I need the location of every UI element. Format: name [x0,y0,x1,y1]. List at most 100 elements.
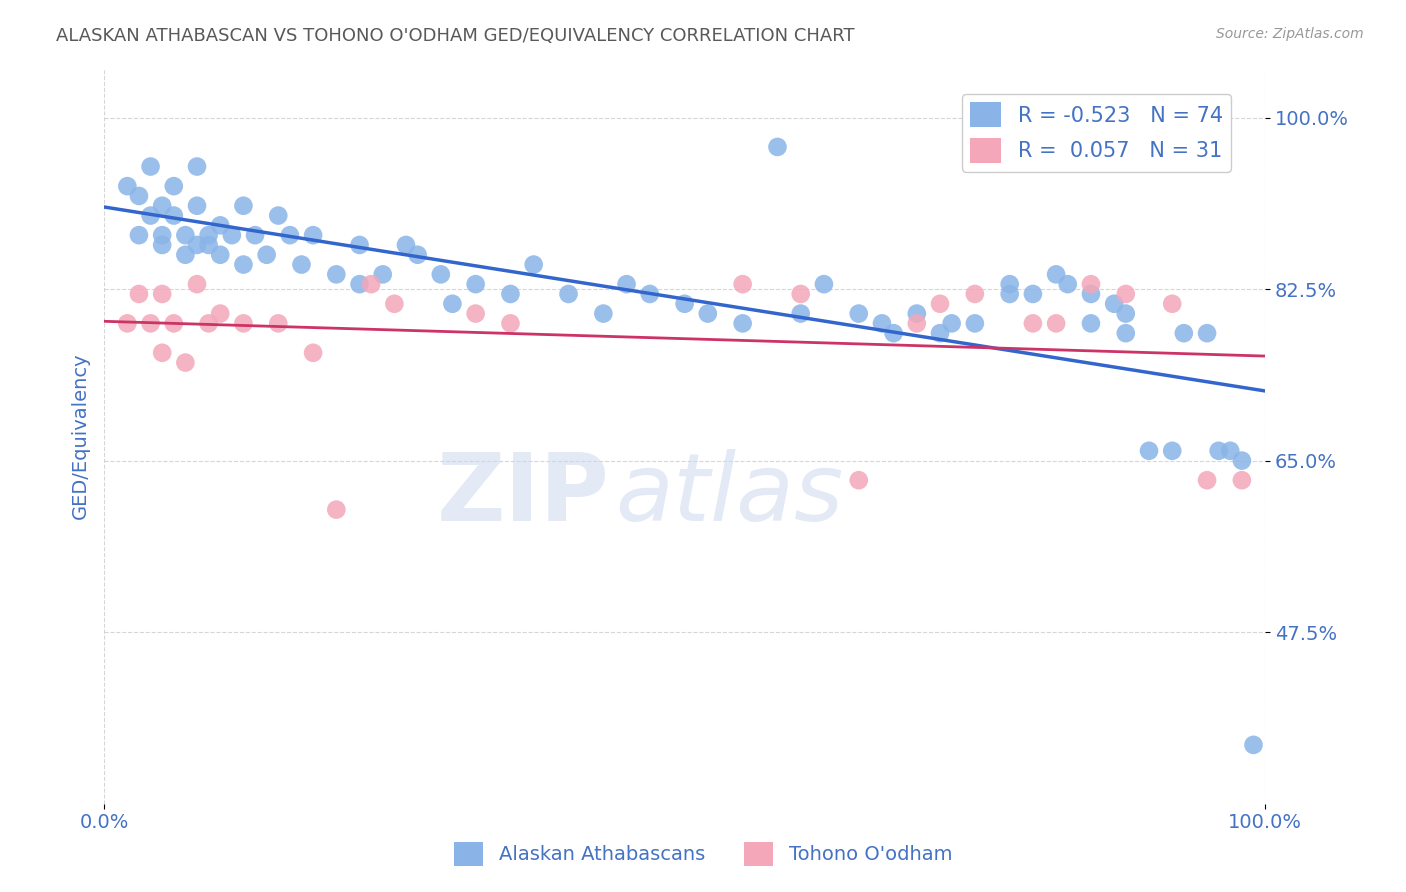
Point [1219,443,1241,458]
Point [616,277,638,292]
Point [905,307,928,321]
Point [360,277,382,292]
Point [673,297,696,311]
Point [789,287,811,301]
Point [128,287,150,301]
Point [929,297,952,311]
Point [1045,317,1067,331]
Point [929,326,952,341]
Point [1045,268,1067,282]
Point [406,248,429,262]
Point [302,345,325,359]
Legend: R = -0.523   N = 74, R =  0.057   N = 31: R = -0.523 N = 74, R = 0.057 N = 31 [962,94,1232,171]
Point [1115,307,1137,321]
Point [349,238,371,252]
Point [349,277,371,292]
Point [150,238,173,252]
Point [1161,297,1184,311]
Point [139,160,162,174]
Point [1195,473,1218,487]
Point [464,277,486,292]
Point [150,287,173,301]
Point [1022,317,1045,331]
Point [963,287,986,301]
Point [163,317,186,331]
Point [1102,297,1125,311]
Text: ZIP: ZIP [436,449,609,541]
Point [789,307,811,321]
Point [766,140,789,154]
Point [395,238,418,252]
Point [117,179,139,194]
Point [1056,277,1078,292]
Point [731,277,754,292]
Point [638,287,661,301]
Point [186,277,208,292]
Point [186,160,208,174]
Point [302,228,325,243]
Point [150,228,173,243]
Point [441,297,464,311]
Point [870,317,893,331]
Point [243,228,266,243]
Point [382,297,405,311]
Point [1080,287,1102,301]
Text: Source: ZipAtlas.com: Source: ZipAtlas.com [1216,27,1364,41]
Point [197,317,219,331]
Point [1080,277,1102,292]
Point [731,317,754,331]
Point [1161,443,1184,458]
Point [371,268,394,282]
Point [848,307,870,321]
Point [523,258,546,272]
Point [941,317,963,331]
Point [197,238,219,252]
Point [1022,287,1045,301]
Point [998,277,1021,292]
Point [592,307,614,321]
Point [325,502,347,516]
Point [1195,326,1218,341]
Point [325,268,347,282]
Point [209,219,232,233]
Point [209,307,232,321]
Point [499,287,522,301]
Point [1137,443,1160,458]
Point [163,209,186,223]
Point [998,287,1021,301]
Point [163,179,186,194]
Point [1230,453,1253,467]
Point [174,248,197,262]
Point [128,189,150,203]
Point [1115,326,1137,341]
Point [256,248,278,262]
Point [186,199,208,213]
Point [232,317,254,331]
Point [174,355,197,369]
Text: atlas: atlas [614,450,844,541]
Point [117,317,139,331]
Point [557,287,579,301]
Point [696,307,718,321]
Point [883,326,905,341]
Point [267,209,290,223]
Point [150,199,173,213]
Y-axis label: GED/Equivalency: GED/Equivalency [72,353,90,519]
Point [232,199,254,213]
Point [209,248,232,262]
Point [430,268,453,282]
Point [290,258,312,272]
Point [1208,443,1230,458]
Point [1115,287,1137,301]
Point [139,209,162,223]
Point [174,228,197,243]
Point [128,228,150,243]
Point [813,277,835,292]
Point [1243,738,1265,752]
Point [278,228,301,243]
Point [1173,326,1195,341]
Point [150,345,173,359]
Point [848,473,870,487]
Legend: Alaskan Athabascans, Tohono O'odham: Alaskan Athabascans, Tohono O'odham [446,834,960,873]
Point [905,317,928,331]
